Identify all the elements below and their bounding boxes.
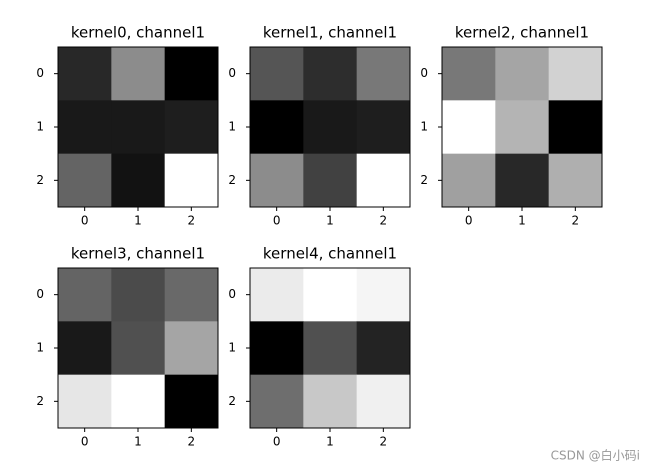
cell <box>164 153 219 208</box>
cell <box>250 47 304 101</box>
cell <box>250 268 304 322</box>
y-tick-label: 2 <box>36 394 44 408</box>
x-tick-label: 0 <box>81 435 89 449</box>
cell <box>356 100 411 155</box>
y-tick-label: 0 <box>36 287 44 301</box>
y-tick-label: 2 <box>420 173 428 187</box>
x-tick-label: 0 <box>273 435 281 449</box>
cell <box>303 47 358 101</box>
cell <box>548 100 603 155</box>
cell <box>356 321 411 376</box>
cell <box>164 100 219 155</box>
cell <box>58 268 112 322</box>
x-tick-label: 0 <box>465 214 473 228</box>
y-tick-label: 0 <box>228 66 236 80</box>
cell <box>58 374 112 429</box>
cell <box>58 153 112 208</box>
y-tick-label: 1 <box>228 120 236 134</box>
x-tick-label: 2 <box>188 214 196 228</box>
cell <box>111 321 166 376</box>
cell <box>111 47 166 101</box>
x-tick-label: 2 <box>188 435 196 449</box>
x-tick-label: 1 <box>326 214 334 228</box>
chart-title: kernel4, channel1 <box>263 245 397 263</box>
x-tick-label: 1 <box>134 214 142 228</box>
y-tick-label: 0 <box>420 66 428 80</box>
cell <box>303 321 358 376</box>
cell <box>442 153 496 208</box>
y-tick-label: 0 <box>36 66 44 80</box>
y-tick-label: 0 <box>228 287 236 301</box>
cell <box>250 321 304 376</box>
cell <box>442 100 496 155</box>
cell <box>495 100 550 155</box>
cell <box>58 47 112 101</box>
cell <box>58 100 112 155</box>
cell <box>303 268 358 322</box>
y-tick-label: 1 <box>228 341 236 355</box>
cell <box>548 153 603 208</box>
cell <box>356 268 411 322</box>
cell <box>303 374 358 429</box>
cell <box>442 47 496 101</box>
y-tick-label: 2 <box>228 394 236 408</box>
cell <box>164 374 219 429</box>
cell <box>164 321 219 376</box>
x-tick-label: 1 <box>134 435 142 449</box>
x-tick-label: 0 <box>273 214 281 228</box>
chart-title: kernel2, channel1 <box>455 24 589 42</box>
cell <box>111 153 166 208</box>
cell <box>250 374 304 429</box>
chart-title: kernel3, channel1 <box>71 245 205 263</box>
x-tick-label: 2 <box>572 214 580 228</box>
chart-title: kernel0, channel1 <box>71 24 205 42</box>
cell <box>250 100 304 155</box>
cell <box>58 321 112 376</box>
cell <box>164 268 219 322</box>
y-tick-label: 2 <box>36 173 44 187</box>
cell <box>250 153 304 208</box>
cell <box>495 47 550 101</box>
chart-title: kernel1, channel1 <box>263 24 397 42</box>
cell <box>303 153 358 208</box>
y-tick-label: 1 <box>36 341 44 355</box>
cell <box>356 47 411 101</box>
cell <box>111 268 166 322</box>
cell <box>164 47 219 101</box>
y-tick-label: 1 <box>36 120 44 134</box>
x-tick-label: 2 <box>380 214 388 228</box>
watermark: CSDN @白小码i <box>551 448 640 463</box>
cell <box>303 100 358 155</box>
cell <box>548 47 603 101</box>
cell <box>111 374 166 429</box>
cell <box>111 100 166 155</box>
cell <box>356 153 411 208</box>
cell <box>495 153 550 208</box>
y-tick-label: 2 <box>228 173 236 187</box>
y-tick-label: 1 <box>420 120 428 134</box>
cell <box>356 374 411 429</box>
x-tick-label: 0 <box>81 214 89 228</box>
x-tick-label: 2 <box>380 435 388 449</box>
x-tick-label: 1 <box>326 435 334 449</box>
x-tick-label: 1 <box>518 214 526 228</box>
